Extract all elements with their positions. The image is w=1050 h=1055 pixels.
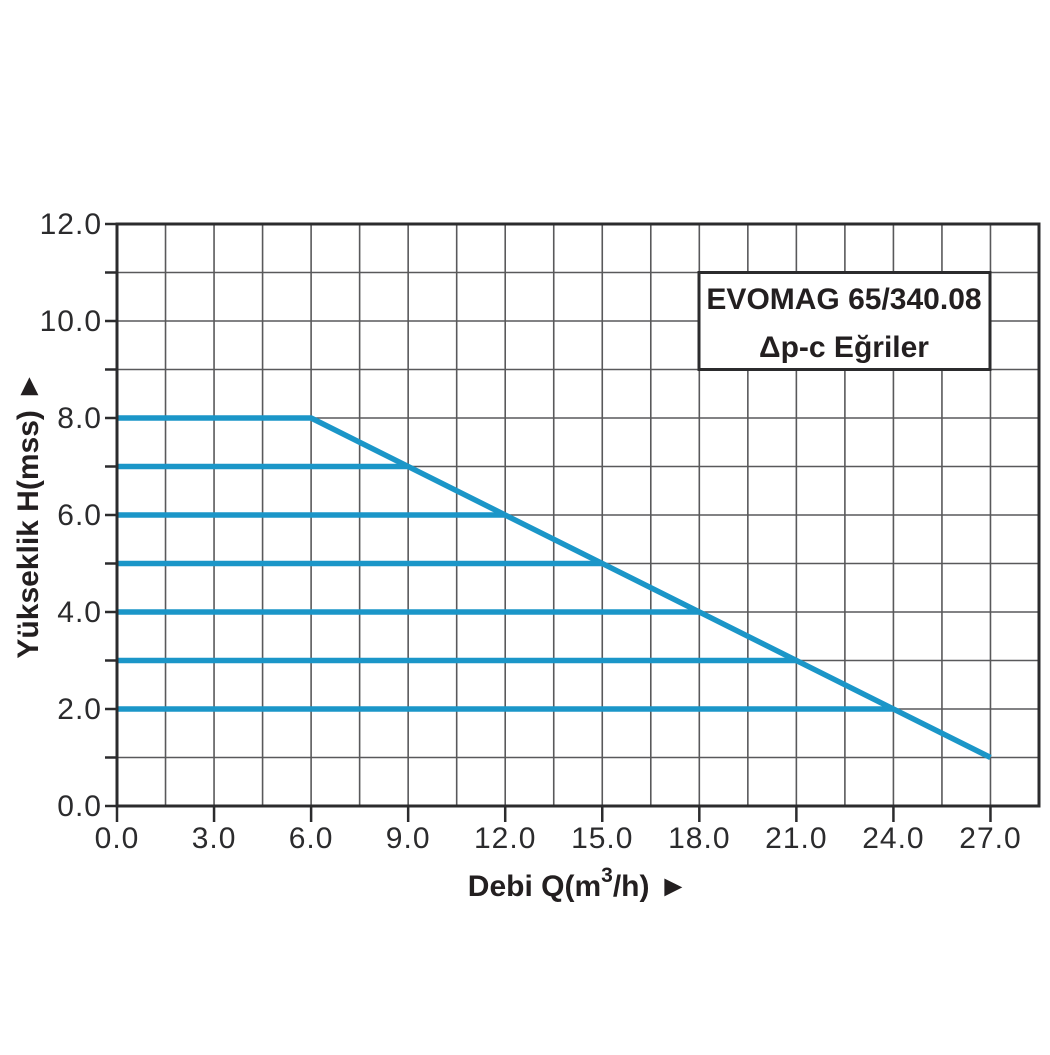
x-axis-title: Debi Q(m3/h) ► [468,864,688,903]
tick-label-layer: 0.0 3.0 6.0 9.0 12.0 15.0 18.0 21.0 24.0 27.0 0.0 2… [40,208,1021,855]
x-tick-label: 0.0 [95,822,140,855]
y-tick-label: 12.0 [40,208,102,241]
y-axis-title: Yükseklik H(mss) ► [12,371,45,658]
x-tick-label: 21.0 [765,822,827,855]
y-tick-label: 0.0 [57,790,102,823]
x-axis-title-post: /h) [613,870,650,903]
y-tick-label: 6.0 [57,499,102,532]
x-tick-label: 15.0 [571,822,633,855]
y-tick-label: 10.0 [40,305,102,338]
legend-box-frame [697,271,992,371]
legend-model-name: EVOMAG 65/340.08 [706,283,981,316]
x-tick-label: 9.0 [386,822,431,855]
series-layer [117,415,992,760]
tick-layer [105,222,992,822]
x-tick-label: 6.0 [289,822,334,855]
x-tick-label: 24.0 [862,822,924,855]
legend-box: EVOMAG 65/340.08 Δp-c Eğriler [697,271,992,371]
y-axis-arrow-icon: ► [12,371,45,401]
x-tick-label: 12.0 [474,822,536,855]
legend-curve-type: Δp-c Eğriler [759,331,929,364]
x-tick-label: 18.0 [668,822,730,855]
x-axis-arrow-icon: ► [659,870,689,903]
x-tick-label: 3.0 [192,822,237,855]
x-tick-label: 27.0 [959,822,1021,855]
x-axis-title-superscript: 3 [601,864,613,887]
y-tick-label: 2.0 [57,693,102,726]
x-axis-title-pre: Debi Q(m [468,870,601,903]
max-speed-curve [117,415,992,760]
y-tick-label: 8.0 [57,402,102,435]
y-axis-title-text: Yükseklik H(mss) [12,410,45,658]
y-tick-label: 4.0 [57,596,102,629]
